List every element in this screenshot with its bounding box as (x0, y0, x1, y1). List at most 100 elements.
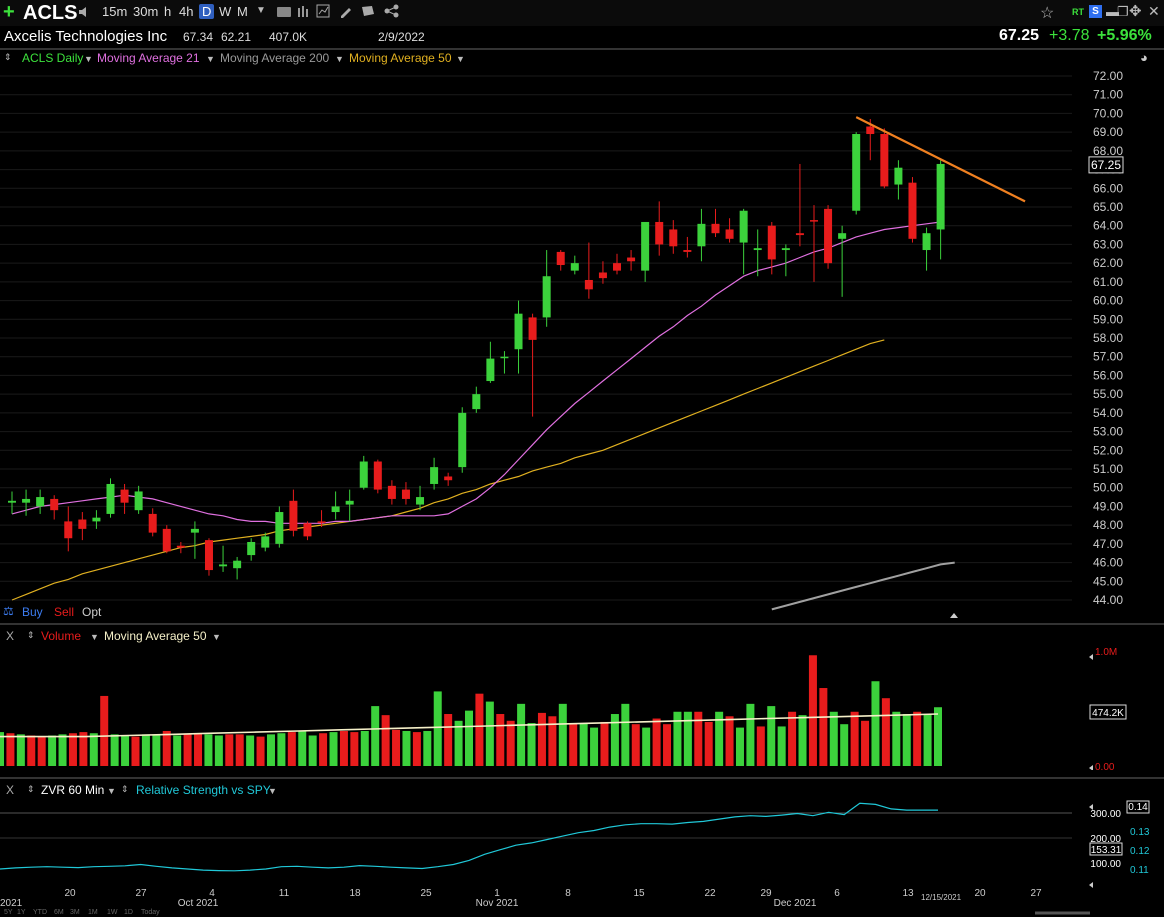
legend-series[interactable]: ACLS Daily (22, 51, 84, 65)
volume-bar (517, 703, 526, 766)
range-button[interactable]: 1D (124, 909, 133, 916)
zvr-label[interactable]: ZVR 60 Min (41, 783, 105, 797)
volume-chart[interactable]: 1.0M 474.2K 0.00 (0, 645, 1164, 770)
star-icon[interactable]: ☆ (1040, 5, 1055, 22)
chevron-down-icon[interactable]: ▼ (90, 632, 99, 642)
speaker-icon[interactable] (77, 5, 93, 19)
legend-ma200[interactable]: Moving Average 200 (220, 51, 330, 65)
timeframe-dropdown-icon[interactable]: ▼ (256, 5, 266, 16)
volume-bar (454, 720, 463, 766)
draw-icon[interactable] (339, 4, 353, 18)
range-button[interactable]: 1W (107, 909, 118, 916)
reorder-icon[interactable]: ⇕ (121, 784, 129, 794)
volume-bar (881, 698, 890, 766)
close-icon[interactable]: ✕ (1148, 3, 1160, 19)
chevron-down-icon[interactable]: ▼ (268, 786, 277, 796)
tf-30m[interactable]: 30m (133, 4, 159, 19)
candle-body (528, 317, 537, 340)
volume-bar (308, 735, 317, 766)
chevron-down-icon[interactable]: ▼ (456, 54, 465, 64)
volume-bar (652, 718, 661, 766)
volume-bar (829, 711, 838, 766)
add-symbol-icon[interactable]: + (3, 1, 15, 23)
volume-bar (610, 714, 619, 766)
candle-body (36, 497, 45, 507)
palette-icon[interactable]: ◕ (1140, 50, 1148, 65)
range-button[interactable]: 1M (88, 909, 98, 916)
volume-bar (204, 734, 213, 766)
close-volume-button[interactable]: X (6, 629, 15, 643)
bar-type-icon[interactable] (296, 5, 310, 19)
chevron-down-icon[interactable]: ▼ (212, 632, 221, 642)
legend-ma21[interactable]: Moving Average 21 (97, 51, 200, 65)
tf-monthly[interactable]: M (237, 4, 248, 19)
share-icon[interactable] (383, 3, 401, 19)
tf-weekly[interactable]: W (219, 4, 232, 19)
candle-body (50, 498, 59, 511)
candle-body (204, 540, 213, 571)
candle-body (556, 251, 565, 266)
range-button[interactable]: 5Y (4, 909, 13, 916)
notes-icon[interactable] (360, 4, 376, 18)
volume-current-box (1089, 704, 1127, 720)
volume-bar (183, 734, 192, 766)
s-button[interactable]: S (1089, 5, 1102, 18)
candle-body (669, 229, 678, 247)
volume-bar (840, 724, 849, 766)
sell-button[interactable]: Sell (54, 605, 75, 619)
tf-hour[interactable]: h (164, 4, 172, 19)
range-button[interactable]: YTD (33, 909, 47, 916)
options-button[interactable]: Opt (82, 605, 102, 619)
candle-body (331, 506, 340, 513)
volume-label[interactable]: Volume (41, 629, 82, 643)
reorder-icon[interactable]: ⇕ (4, 52, 12, 62)
buy-button[interactable]: Buy (22, 605, 43, 619)
rs-right-tick: 0.12 (1130, 846, 1150, 857)
candle-body (233, 560, 242, 569)
volume-ma-label[interactable]: Moving Average 50 (104, 629, 207, 643)
chevron-down-icon[interactable]: ▼ (84, 54, 93, 64)
close-rs-button[interactable]: X (6, 783, 15, 797)
move-icon[interactable]: ✥ (1129, 3, 1142, 20)
volume-bar (235, 734, 244, 766)
reorder-icon[interactable]: ⇕ (27, 784, 35, 794)
chart-style-icon[interactable] (276, 5, 292, 19)
trade-icon[interactable]: ⚖ (3, 604, 14, 618)
symbol-input[interactable]: ACLS (23, 2, 78, 24)
price-chart[interactable]: 72.0071.0070.0069.0068.0067.0066.0065.00… (0, 67, 1164, 622)
volume-bar (319, 733, 328, 766)
rs-label[interactable]: Relative Strength vs SPY (136, 783, 271, 797)
rs-left-tick: 100.00 (1090, 859, 1121, 870)
chevron-down-icon[interactable]: ▼ (107, 786, 116, 796)
reorder-icon[interactable]: ⇕ (27, 630, 35, 640)
range-button[interactable]: 6M (54, 909, 64, 916)
tf-daily[interactable]: D (199, 4, 215, 19)
range-button[interactable]: 1Y (17, 909, 26, 916)
studies-icon[interactable] (316, 4, 332, 20)
range-button[interactable]: Today (141, 909, 160, 916)
tf-4h[interactable]: 4h (179, 4, 194, 19)
price-tick-label: 56.00 (1093, 368, 1123, 382)
price-tick-label: 47.00 (1093, 537, 1123, 551)
panel-divider[interactable] (0, 623, 1164, 625)
legend-ma50[interactable]: Moving Average 50 (349, 51, 452, 65)
candle-body (795, 233, 804, 236)
candle-body (500, 356, 509, 359)
volume-bar (590, 727, 599, 766)
candle-body (908, 182, 917, 239)
restore-icon[interactable]: ❐ (1117, 4, 1129, 19)
realtime-badge[interactable]: RT (1072, 7, 1084, 17)
tf-15m[interactable]: 15m (102, 4, 128, 19)
x-day-label: 27 (135, 888, 147, 899)
range-button[interactable]: 3M (70, 909, 80, 916)
volume-bar (579, 723, 588, 766)
panel-divider[interactable] (0, 777, 1164, 779)
volume-bar (277, 733, 286, 766)
volume-bar (16, 734, 25, 766)
chevron-down-icon[interactable]: ▼ (335, 54, 344, 64)
minimize-icon[interactable]: ▬ (1106, 4, 1119, 19)
chevron-down-icon[interactable]: ▼ (206, 54, 215, 64)
candle-body (542, 276, 551, 318)
